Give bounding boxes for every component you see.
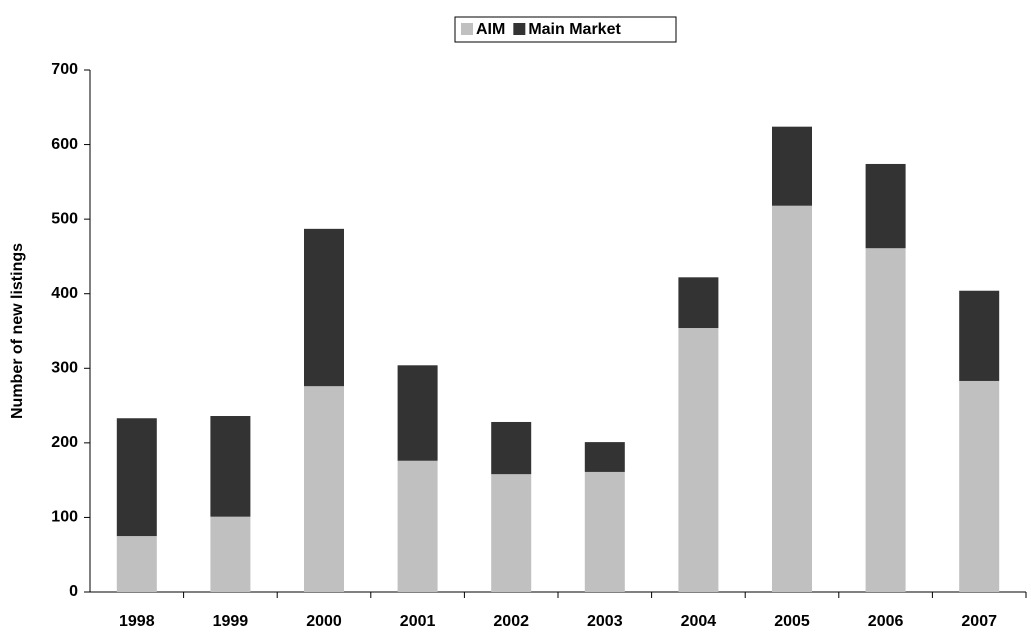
- x-tick-label: 1999: [213, 613, 249, 630]
- y-tick-label: 600: [51, 136, 78, 153]
- bar-segment: [584, 442, 625, 472]
- bar-segment: [491, 474, 532, 592]
- bar-segment: [397, 460, 438, 592]
- bar-segment: [865, 248, 906, 592]
- bar-segment: [772, 205, 812, 592]
- y-tick-label: 500: [51, 210, 78, 227]
- y-tick-label: 300: [51, 360, 78, 377]
- x-tick-label: 2006: [868, 613, 904, 630]
- bar-segment: [304, 228, 344, 387]
- x-tick-label: 2001: [400, 613, 436, 630]
- bar-segment: [210, 516, 251, 592]
- legend-swatch: [461, 23, 473, 35]
- bar-segment: [397, 365, 438, 461]
- bar-segment: [678, 328, 719, 592]
- y-tick-label: 200: [51, 434, 78, 451]
- x-tick-label: 1998: [119, 613, 155, 630]
- y-axis-label: Number of new listings: [9, 243, 26, 419]
- y-tick-label: 0: [69, 583, 78, 600]
- y-tick-label: 100: [51, 509, 78, 526]
- x-tick-label: 2007: [961, 613, 997, 630]
- bar-segment: [491, 421, 532, 475]
- bar-segment: [959, 290, 1000, 381]
- y-tick-label: 400: [51, 285, 78, 302]
- bar-segment: [210, 416, 251, 517]
- bar-segment: [865, 163, 906, 249]
- bar-segment: [304, 386, 344, 592]
- x-tick-label: 2000: [306, 613, 342, 630]
- bar-segment: [959, 380, 1000, 592]
- x-tick-label: 2005: [774, 613, 810, 630]
- bar-segment: [116, 536, 157, 592]
- legend-label: Main Market: [528, 21, 621, 38]
- legend-swatch: [513, 23, 526, 35]
- x-tick-label: 2003: [587, 613, 623, 630]
- legend-box: [454, 16, 677, 43]
- legend-label: AIM: [476, 21, 505, 38]
- y-tick-label: 700: [51, 61, 78, 78]
- bar-segment: [678, 277, 719, 329]
- bar-segment: [116, 418, 157, 537]
- bar-segment: [584, 471, 625, 592]
- bar-segment: [772, 126, 812, 206]
- x-tick-label: 2002: [493, 613, 529, 630]
- x-tick-label: 2004: [681, 613, 717, 630]
